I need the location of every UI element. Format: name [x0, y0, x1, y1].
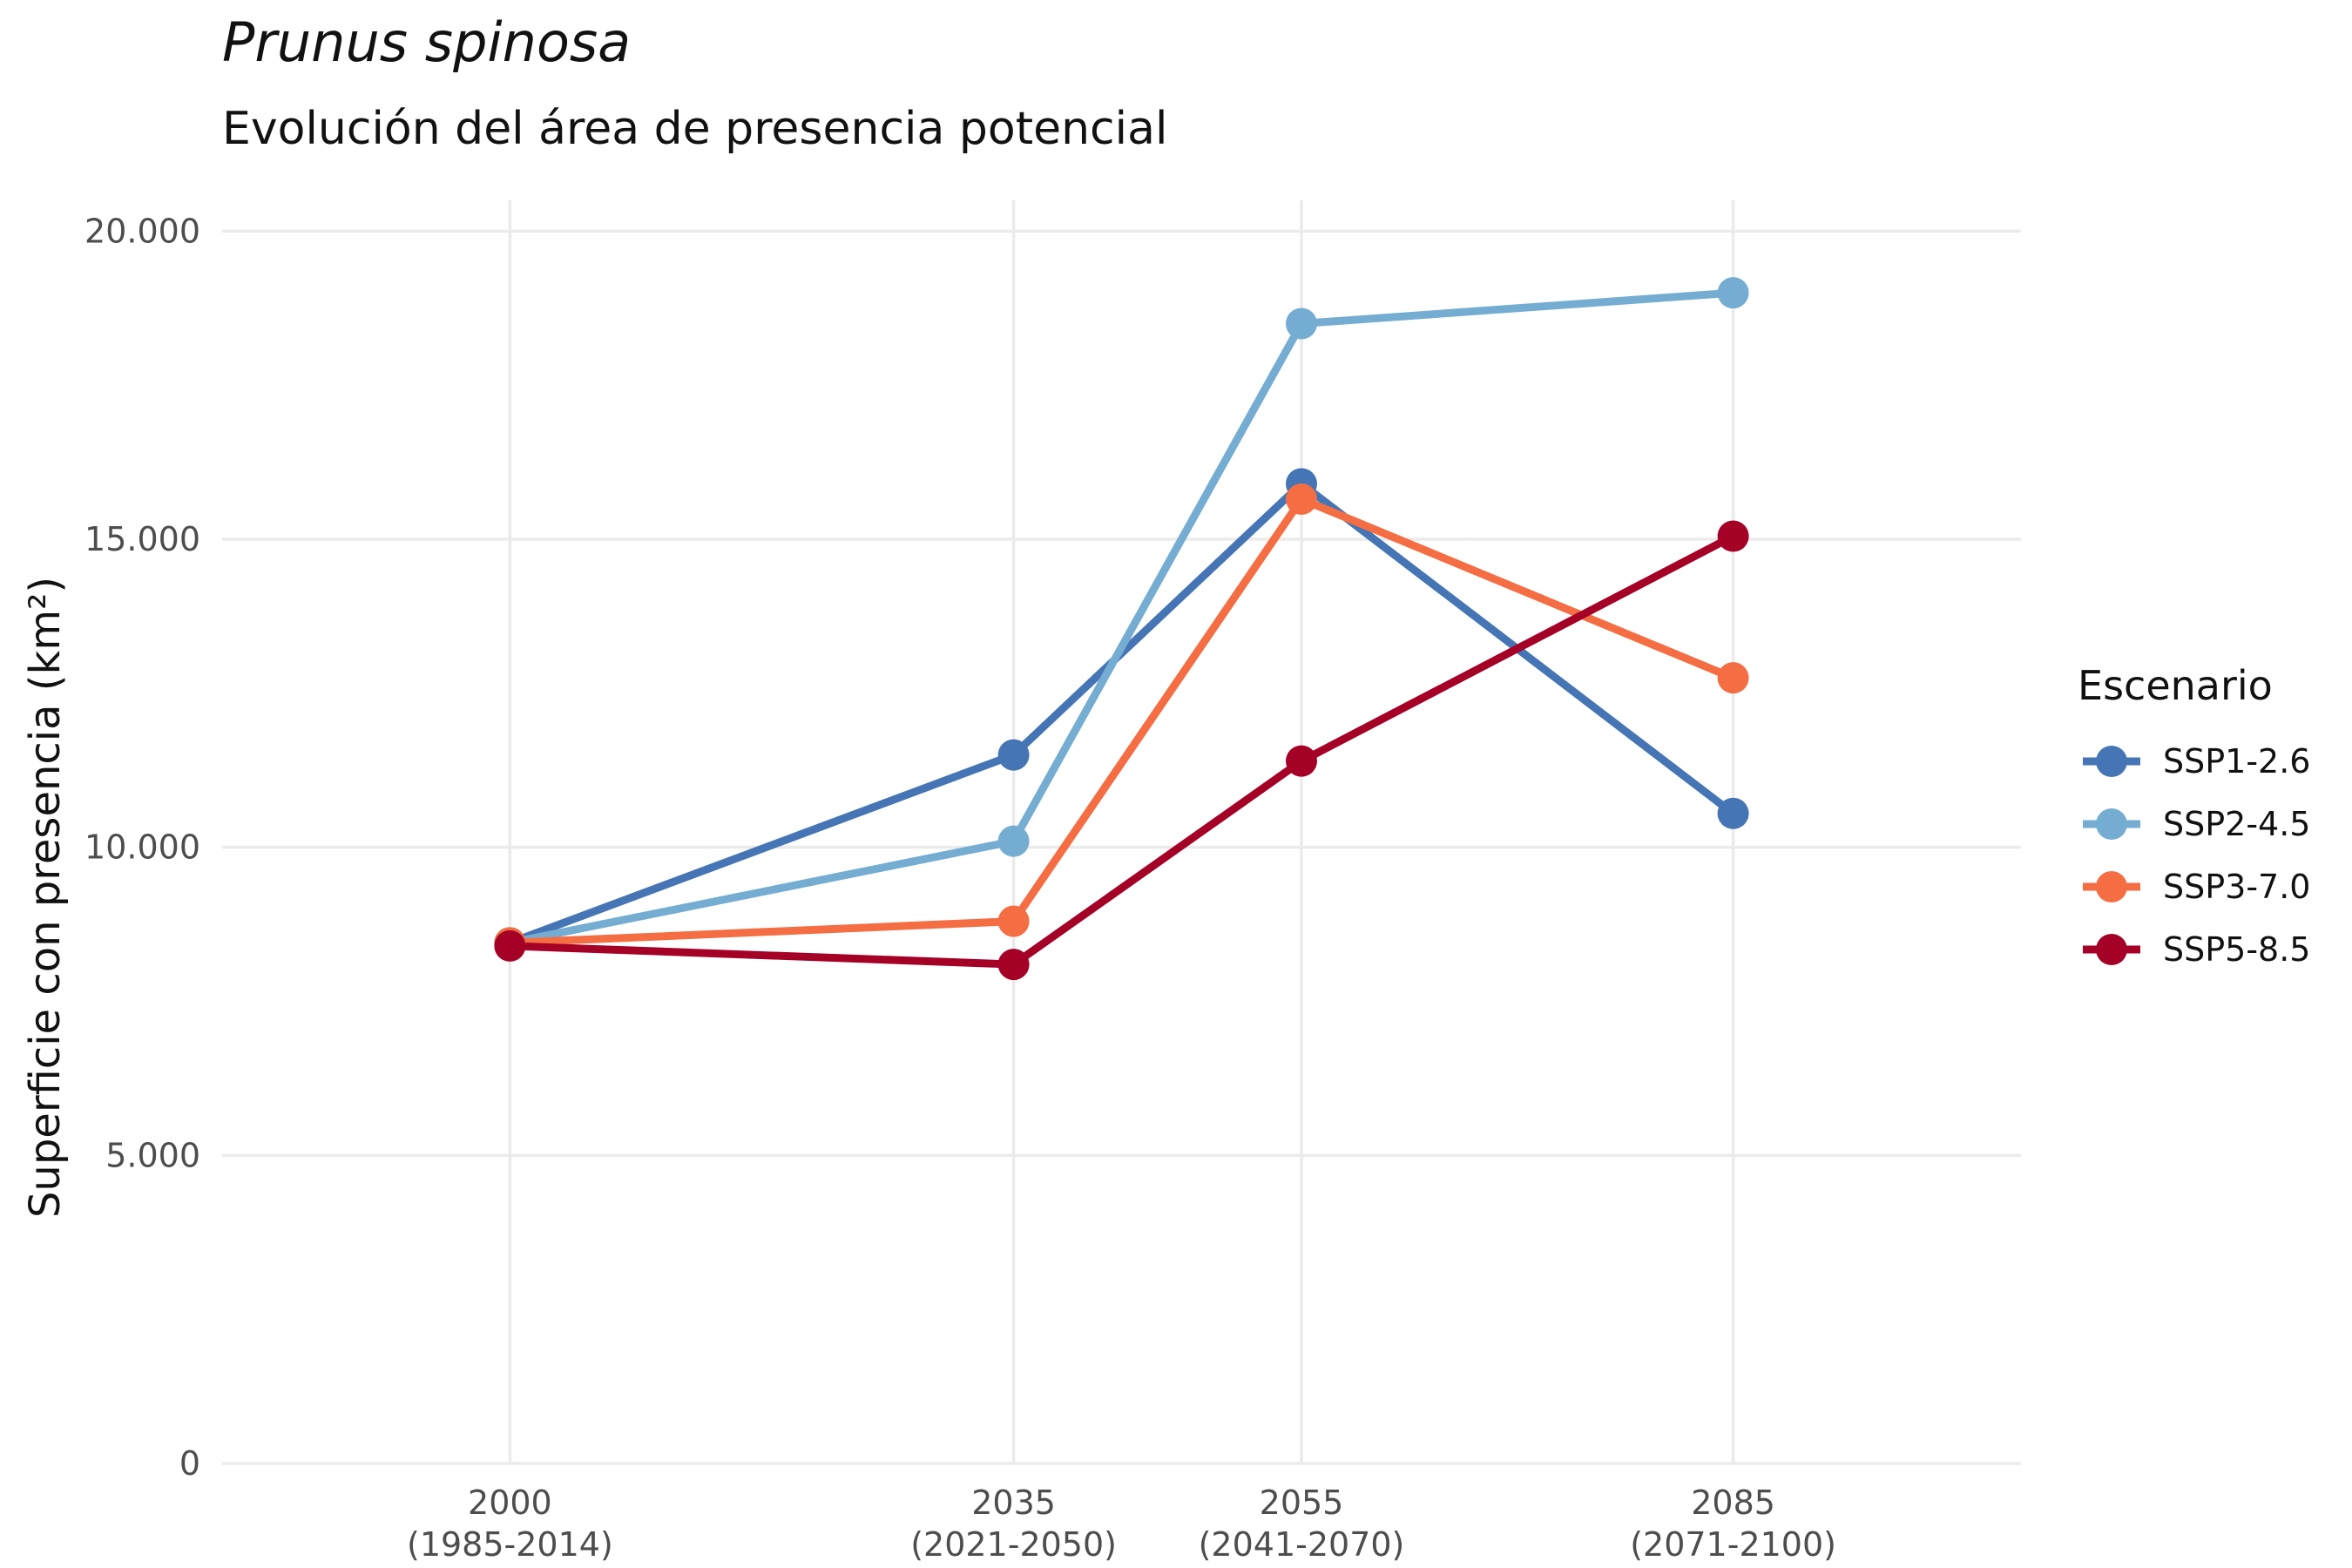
x-tick-sublabel: (1985-2014)	[407, 1525, 613, 1564]
legend-dot	[2096, 934, 2127, 965]
chart-title: Prunus spinosa	[222, 10, 632, 74]
legend-label: SSP3-7.0	[2163, 868, 2311, 906]
data-point-ssp2-4-5	[1717, 277, 1749, 309]
grid	[222, 200, 2021, 1465]
series-line-ssp5-8-5	[505, 532, 1738, 969]
x-tick-label: 2085	[1691, 1484, 1775, 1522]
chart-subtitle: Evolución del área de presencia potencia…	[222, 103, 1168, 155]
legend-item-ssp1-2-6: SSP1-2.6	[2078, 730, 2310, 793]
legend-dot	[2096, 746, 2127, 777]
y-tick-label: 20.000	[84, 212, 200, 250]
legend-dot	[2096, 871, 2127, 902]
x-tick-label: 2035	[971, 1484, 1056, 1522]
x-tick-sublabel: (2071-2100)	[1630, 1525, 1836, 1564]
data-point-ssp5-8-5	[997, 949, 1030, 981]
legend-item-ssp5-8-5: SSP5-8.5	[2078, 918, 2310, 981]
legend-items: SSP1-2.6 SSP2-4.5 SSP3-7.0 SSP5-8.5	[2078, 730, 2310, 981]
data-point-ssp3-7-0	[1717, 662, 1749, 694]
data-point-ssp5-8-5	[1717, 520, 1749, 552]
x-tick-label: 2055	[1260, 1484, 1344, 1522]
y-tick-label: 10.000	[84, 828, 200, 867]
series-line-ssp3-7-0	[505, 495, 1738, 947]
y-tick-label: 5.000	[105, 1136, 200, 1174]
data-point-ssp2-4-5	[997, 825, 1030, 857]
legend-title: Escenario	[2078, 662, 2273, 709]
y-tick-label: 15.000	[84, 520, 200, 558]
data-point-ssp3-7-0	[997, 905, 1030, 937]
legend-label: SSP2-4.5	[2163, 805, 2311, 843]
legend-item-ssp2-4-5: SSP2-4.5	[2078, 793, 2310, 855]
legend: Escenario SSP1-2.6 SSP2-4.5 SSP3-7.0 SSP5-8…	[2078, 662, 2310, 981]
legend-key-ssp1-2-6	[2078, 730, 2146, 793]
legend-label: SSP5-8.5	[2163, 930, 2311, 969]
data-point-ssp1-2-6	[997, 739, 1030, 771]
series-line-ssp1-2-6	[505, 479, 1738, 947]
y-axis-ticks: 0 5.000 10.000 15.000 20.000	[84, 212, 200, 1483]
series-line-ssp2-4-5	[505, 288, 1738, 947]
data-point-ssp1-2-6	[1717, 797, 1749, 829]
x-tick-sublabel: (2021-2050)	[910, 1525, 1117, 1564]
x-tick-sublabel: (2041-2070)	[1199, 1525, 1405, 1564]
legend-key-ssp3-7-0	[2078, 855, 2146, 918]
legend-label: SSP1-2.6	[2163, 742, 2311, 781]
data-point-ssp2-4-5	[1286, 308, 1317, 340]
series-lines	[505, 288, 1738, 969]
y-tick-label: 0	[179, 1444, 200, 1483]
legend-key-ssp2-4-5	[2078, 793, 2146, 855]
legend-dot	[2096, 808, 2127, 840]
legend-item-ssp3-7-0: SSP3-7.0	[2078, 855, 2310, 918]
data-point-ssp3-7-0	[1286, 483, 1317, 516]
data-point-ssp5-8-5	[494, 929, 526, 962]
x-axis-ticks: 2000(1985-2014) 2035(2021-2050) 2055(2041-…	[407, 1484, 1836, 1564]
series-points	[494, 277, 1749, 981]
legend-key-ssp5-8-5	[2078, 918, 2146, 981]
x-tick-label: 2000	[468, 1484, 552, 1522]
data-point-ssp5-8-5	[1286, 745, 1317, 777]
